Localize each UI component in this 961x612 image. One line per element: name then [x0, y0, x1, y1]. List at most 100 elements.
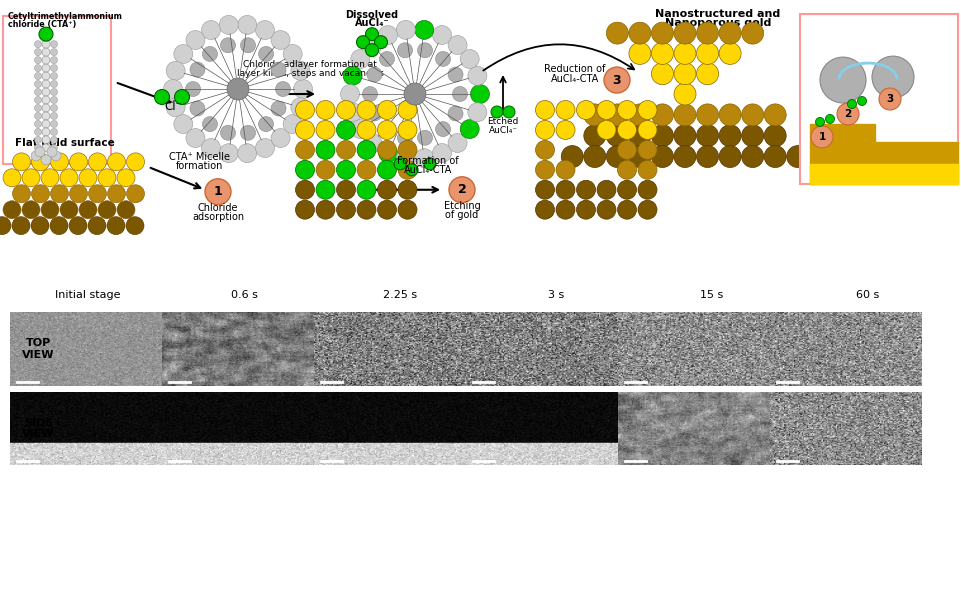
Circle shape: [357, 160, 376, 179]
Circle shape: [365, 43, 378, 57]
Text: Nanoporous gold: Nanoporous gold: [664, 18, 771, 28]
Circle shape: [293, 80, 312, 99]
Circle shape: [12, 153, 31, 171]
Circle shape: [155, 89, 169, 105]
Circle shape: [50, 144, 58, 151]
Circle shape: [12, 217, 30, 234]
Circle shape: [283, 114, 302, 133]
Circle shape: [398, 181, 416, 200]
Circle shape: [617, 160, 636, 179]
Circle shape: [50, 48, 58, 56]
Circle shape: [448, 106, 462, 121]
Circle shape: [448, 35, 467, 54]
Circle shape: [88, 185, 107, 203]
Circle shape: [259, 47, 273, 61]
Circle shape: [719, 146, 740, 168]
Circle shape: [357, 121, 376, 140]
Circle shape: [651, 146, 673, 168]
Circle shape: [856, 97, 866, 105]
Circle shape: [256, 138, 274, 157]
Circle shape: [219, 144, 238, 163]
Circle shape: [50, 129, 58, 135]
Circle shape: [628, 22, 651, 44]
Circle shape: [315, 140, 334, 159]
Circle shape: [351, 50, 369, 69]
Circle shape: [12, 185, 31, 203]
Circle shape: [35, 121, 41, 127]
Circle shape: [31, 151, 41, 161]
Circle shape: [79, 169, 97, 187]
Circle shape: [315, 100, 334, 119]
Circle shape: [763, 146, 785, 168]
Circle shape: [535, 160, 554, 179]
Circle shape: [340, 84, 359, 103]
Text: Cetyltrimethylammonium: Cetyltrimethylammonium: [8, 12, 123, 21]
Circle shape: [32, 153, 49, 171]
Circle shape: [227, 78, 249, 100]
Circle shape: [435, 51, 450, 67]
Circle shape: [166, 61, 185, 80]
Circle shape: [271, 31, 290, 50]
Text: 3 s: 3 s: [548, 290, 563, 300]
Circle shape: [719, 42, 740, 64]
Circle shape: [3, 201, 21, 218]
Circle shape: [597, 200, 615, 219]
Circle shape: [50, 73, 58, 80]
Circle shape: [357, 140, 376, 159]
Circle shape: [417, 43, 432, 58]
Circle shape: [414, 149, 433, 168]
Circle shape: [185, 31, 205, 50]
Circle shape: [50, 136, 58, 143]
Circle shape: [47, 147, 57, 157]
Circle shape: [597, 121, 615, 140]
Circle shape: [741, 146, 763, 168]
Circle shape: [617, 100, 636, 119]
Circle shape: [535, 140, 554, 159]
Polygon shape: [809, 124, 957, 184]
Circle shape: [459, 119, 479, 138]
Circle shape: [377, 181, 396, 200]
Circle shape: [815, 118, 824, 127]
Circle shape: [396, 20, 415, 39]
Circle shape: [674, 146, 695, 168]
Circle shape: [696, 22, 718, 44]
Circle shape: [295, 100, 314, 119]
Circle shape: [674, 42, 695, 64]
Circle shape: [35, 89, 41, 95]
Circle shape: [41, 155, 51, 165]
Text: Initial stage: Initial stage: [55, 290, 121, 300]
Circle shape: [719, 125, 740, 147]
Circle shape: [377, 121, 396, 140]
Circle shape: [362, 35, 382, 54]
Circle shape: [35, 73, 41, 80]
Circle shape: [50, 105, 58, 111]
Text: Nanostructured and: Nanostructured and: [654, 9, 779, 19]
Circle shape: [22, 169, 40, 187]
Circle shape: [406, 164, 418, 176]
Circle shape: [295, 160, 314, 179]
Text: Flat gold surface: Flat gold surface: [15, 138, 114, 148]
Circle shape: [617, 200, 636, 219]
Circle shape: [847, 100, 855, 108]
Circle shape: [283, 45, 302, 64]
Circle shape: [535, 200, 554, 219]
Circle shape: [295, 181, 314, 200]
Circle shape: [467, 66, 486, 85]
Circle shape: [126, 153, 144, 171]
Text: 15 s: 15 s: [700, 290, 723, 300]
Text: CTA⁺ Micelle: CTA⁺ Micelle: [169, 152, 231, 162]
Circle shape: [50, 40, 58, 48]
Circle shape: [42, 136, 50, 144]
Circle shape: [470, 84, 489, 103]
Circle shape: [336, 200, 356, 219]
Text: 60 s: 60 s: [855, 290, 878, 300]
Circle shape: [357, 181, 376, 200]
Circle shape: [3, 169, 21, 187]
Circle shape: [185, 81, 200, 97]
Circle shape: [637, 100, 656, 119]
Text: 0.6 s: 0.6 s: [231, 290, 258, 300]
Circle shape: [741, 125, 763, 147]
Circle shape: [295, 121, 314, 140]
Circle shape: [42, 80, 50, 88]
Circle shape: [637, 160, 656, 179]
